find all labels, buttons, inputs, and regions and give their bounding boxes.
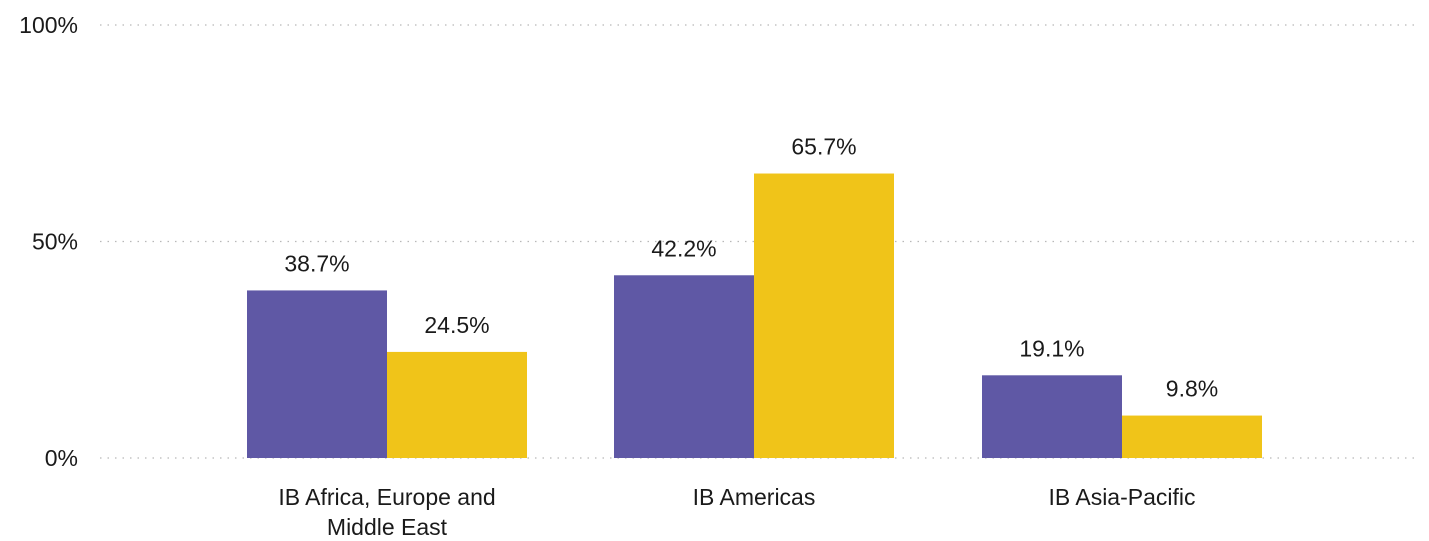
data-label: 38.7% [284, 250, 349, 276]
bar [982, 375, 1122, 458]
bars [247, 173, 1262, 459]
bar [754, 173, 894, 459]
y-tick-label: 100% [19, 12, 78, 38]
category-label: Middle East [327, 514, 448, 540]
data-label: 65.7% [791, 134, 856, 160]
bar [1122, 415, 1262, 458]
data-label: 24.5% [424, 312, 489, 338]
bar [387, 351, 527, 458]
bar [247, 290, 387, 458]
data-label: 42.2% [651, 235, 716, 261]
data-labels: 38.7% 42.2% 19.1% 24.5% 65.7% 9.8% [284, 134, 1218, 402]
category-label: IB Africa, Europe and [278, 484, 495, 510]
y-tick-label: 50% [32, 229, 78, 255]
data-label: 9.8% [1166, 376, 1218, 402]
data-label: 19.1% [1019, 335, 1084, 361]
y-axis-tick-labels: 0% 50% 100% [19, 12, 78, 471]
y-tick-label: 0% [45, 445, 78, 471]
category-label: IB Americas [693, 484, 816, 510]
bar [614, 275, 754, 458]
category-label: IB Asia-Pacific [1049, 484, 1196, 510]
x-axis-category-labels: IB Africa, Europe and Middle East IB Ameri… [278, 484, 1195, 540]
